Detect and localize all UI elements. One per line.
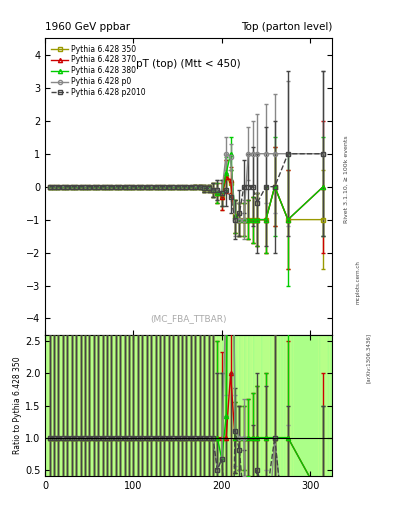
Text: Top (parton level): Top (parton level)	[241, 22, 332, 32]
Legend: Pythia 6.428 350, Pythia 6.428 370, Pythia 6.428 380, Pythia 6.428 p0, Pythia 6.: Pythia 6.428 350, Pythia 6.428 370, Pyth…	[49, 42, 148, 99]
Text: pT (top) (Mtt < 450): pT (top) (Mtt < 450)	[136, 59, 241, 69]
Text: mcplots.cern.ch: mcplots.cern.ch	[356, 260, 361, 304]
Text: Rivet 3.1.10, ≥ 100k events: Rivet 3.1.10, ≥ 100k events	[344, 135, 349, 223]
Y-axis label: Ratio to Pythia 6.428 350: Ratio to Pythia 6.428 350	[13, 357, 22, 454]
Text: 1960 GeV ppbar: 1960 GeV ppbar	[45, 22, 130, 32]
Text: (MC_FBA_TTBAR): (MC_FBA_TTBAR)	[151, 314, 227, 323]
Text: [arXiv:1306.3436]: [arXiv:1306.3436]	[365, 333, 371, 383]
